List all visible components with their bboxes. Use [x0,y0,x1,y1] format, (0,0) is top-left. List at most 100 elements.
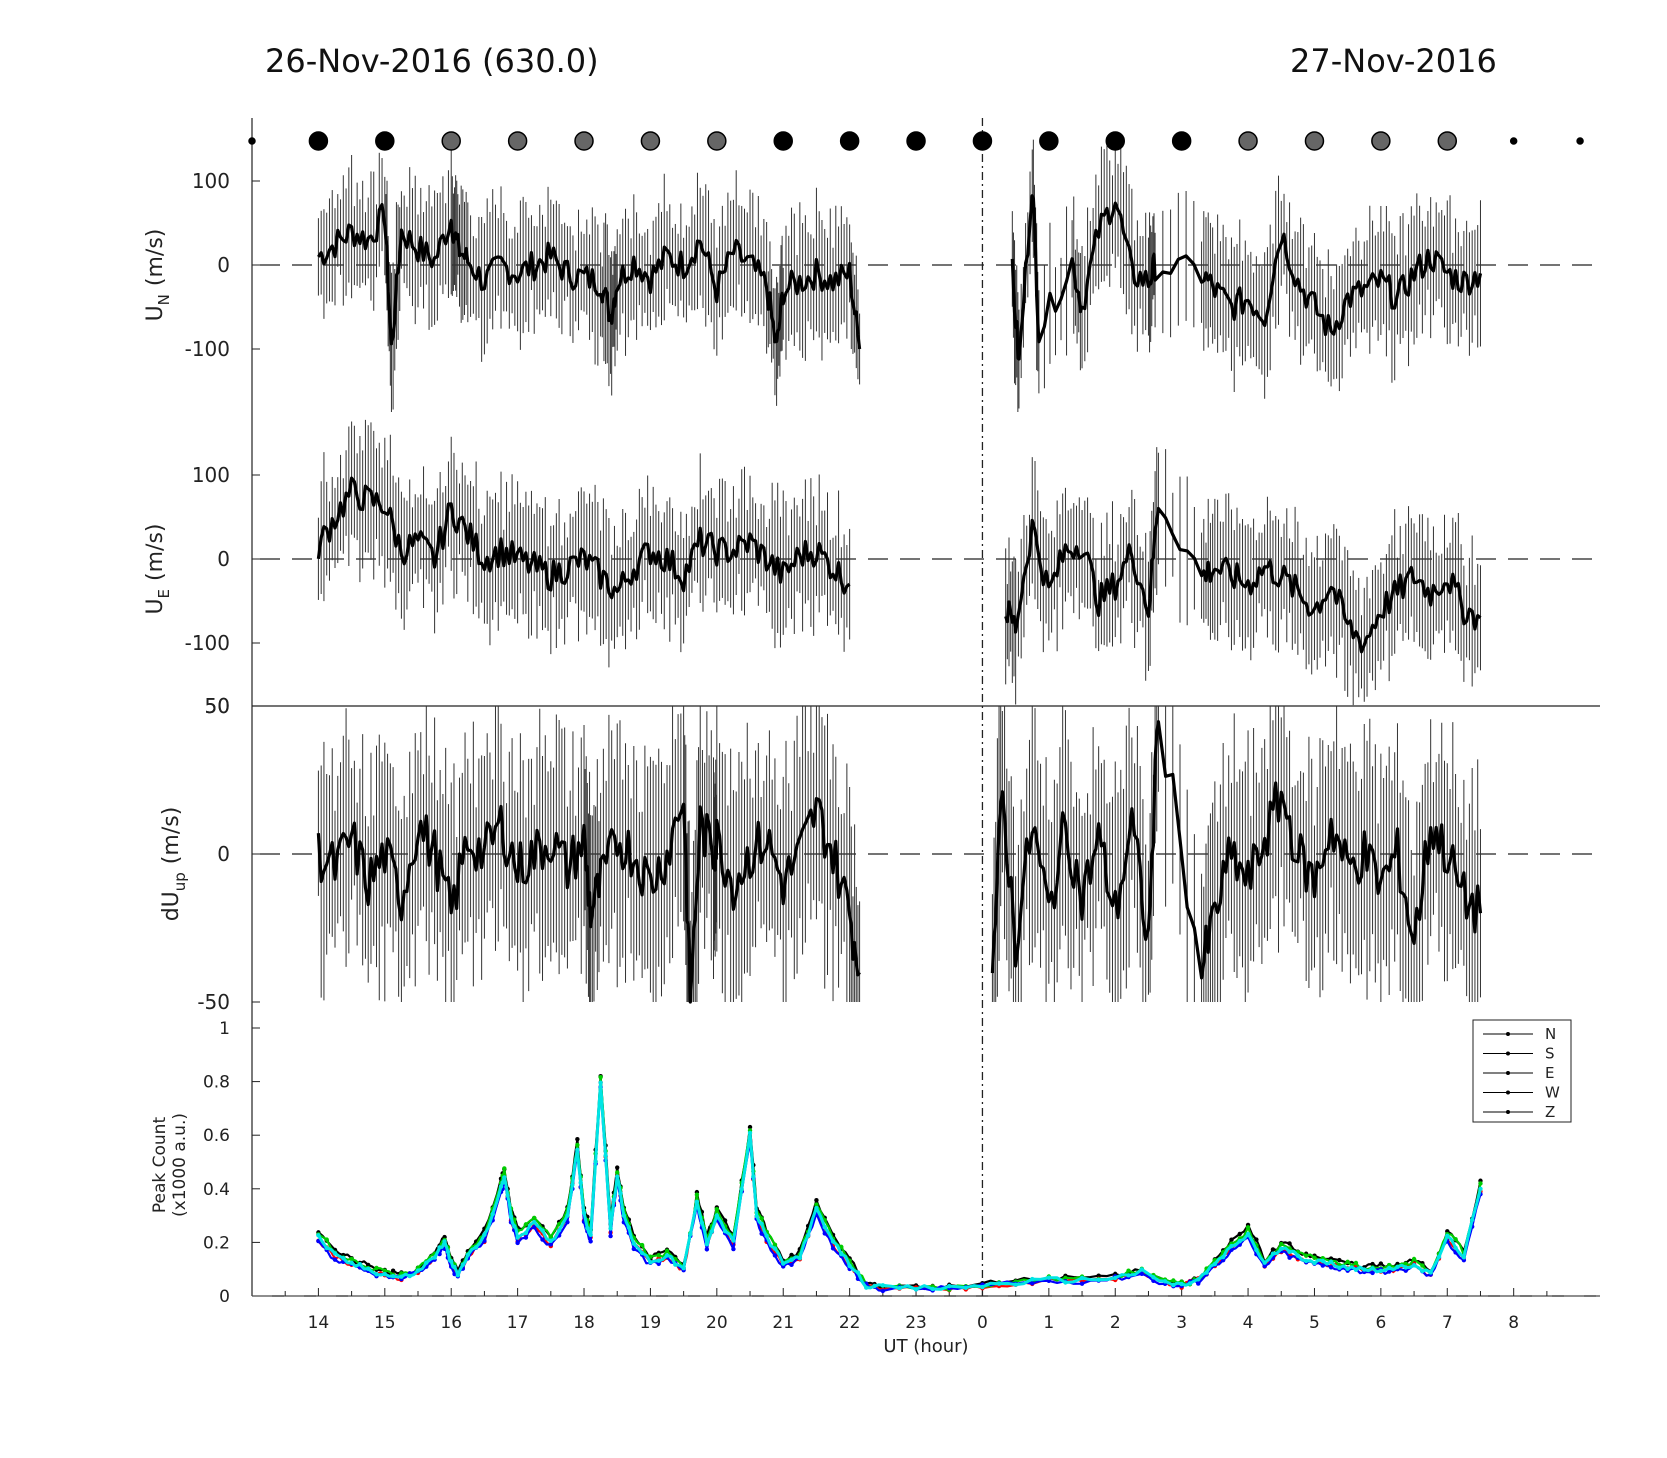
peak-series-W-point [515,1240,520,1246]
peak-series-Z-point [424,1260,429,1265]
peak-series-W-point [656,1261,661,1267]
peak-series-E-point [1171,1278,1176,1283]
peak-series-E-point [814,1202,819,1207]
x-tick-label: 16 [440,1313,462,1333]
peak-series-Z-point [437,1245,442,1250]
peak-series-E-point [1312,1255,1317,1260]
peak-series-Z-point [739,1187,744,1192]
peak-series-Z-point [1436,1254,1442,1260]
peak-series-Z-point [382,1271,388,1277]
y-axis-label: UE (m/s) [143,523,173,614]
peak-series-Z-point [1179,1281,1184,1287]
y-axis-label-line2: (x1000 a.u.) [170,1113,190,1217]
peak-series-Z-point [880,1283,886,1288]
peak-series-Z-point [1245,1231,1251,1237]
peak-series-Z-point [482,1232,487,1237]
peak-series-Z-point [709,1229,715,1234]
y-tick-label: -50 [197,990,230,1014]
peak-series-Z-point [996,1281,1002,1286]
peak-series-Z-point [1461,1255,1467,1260]
peak-series-W-point [332,1257,338,1262]
y-axis-label-unit: (m/s) [143,523,168,580]
y-axis-label: dUup (m/s) [159,807,189,922]
peak-series-Z-point [1237,1238,1242,1244]
peak-series-E-point [1063,1275,1068,1281]
peak-series-Z-point [374,1272,379,1277]
peak-series-N-point [1378,1261,1384,1266]
x-tick-label: 19 [640,1313,662,1333]
peak-series-E-point [1353,1260,1359,1266]
peak-series-E-point [556,1221,562,1227]
peak-series-E-point [772,1242,778,1247]
peak-series-N-point [814,1197,819,1203]
peak-series-Z-point [578,1180,583,1185]
peak-series-Z-point [455,1272,461,1278]
right-date-title: 27-Nov-2016 [1290,42,1497,80]
peak-series-W-point [822,1231,827,1236]
legend-marker [1506,1032,1510,1036]
legend-label: E [1545,1064,1554,1082]
peak-series-Z-point [1328,1259,1334,1265]
peak-series-E-point [523,1222,529,1227]
peak-series-W-point [789,1262,794,1268]
y-tick-label: 0.2 [203,1233,230,1253]
peak-series-Z-point [1320,1258,1325,1264]
peak-series-W-point [608,1233,613,1239]
peak-series-Z-point [316,1233,321,1238]
peak-series-Z-point [603,1153,608,1158]
peak-series-E-point [1453,1237,1458,1242]
peak-series-E-point [759,1216,764,1221]
peak-series-E-point [548,1234,554,1240]
peak-series-W-point [548,1242,554,1247]
top-marker [839,131,860,151]
peak-series-Z-point [1096,1277,1101,1282]
peak-series-Z-point [1126,1273,1131,1278]
peak-series-Z-point [789,1257,794,1263]
peak-series-Z-point [814,1205,819,1211]
peak-series-Z-point [570,1182,575,1187]
top-marker [308,131,329,151]
y-axis-label-subscript: up [171,872,189,891]
peak-series-Z-point [947,1283,952,1289]
peak-series-Z-point [1139,1267,1145,1272]
peak-series-Z-point [731,1238,736,1243]
peak-series-Z-point [913,1287,919,1292]
peak-series-E-point [575,1142,580,1148]
x-tick-label: 5 [1309,1313,1320,1333]
peak-series-N-point [789,1252,794,1258]
peak-series-Z-point [332,1251,338,1256]
peak-series-Z-point [1478,1186,1483,1192]
peak-series-Z-point [1337,1265,1342,1270]
peak-series-Z-point [781,1261,786,1266]
peak-series-Z-point [664,1253,670,1258]
peak-series-N-point [1270,1247,1276,1252]
peak-series-Z-point [722,1228,728,1234]
top-marker [906,131,926,151]
legend-label: S [1545,1045,1555,1063]
y-tick-label: -100 [185,631,230,655]
peak-series-W-point [1328,1265,1334,1270]
peak-series-W-point [830,1246,836,1251]
legend-label: W [1545,1084,1560,1102]
legend-marker [1506,1051,1510,1056]
peak-series-Z-point [764,1233,769,1239]
peak-series-Z-point [1079,1275,1085,1281]
x-axis-label: UT (hour) [883,1336,968,1357]
peak-series-W-point [1320,1263,1325,1268]
peak-series-W-point [482,1238,487,1244]
y-axis-label: UN (m/s) [143,229,173,322]
peak-series-Z-point [656,1258,661,1263]
peak-series-Z-point [830,1239,836,1244]
peak-series-W-point [565,1219,570,1225]
legend-label: N [1545,1025,1556,1043]
peak-series-Z-point [930,1286,935,1292]
peak-series-Z-point [1196,1277,1201,1282]
peak-series-Z-point [556,1228,562,1233]
peak-series-Z-point [797,1255,803,1261]
x-tick-label: 22 [839,1313,861,1333]
peak-series-Z-point [1378,1268,1384,1274]
peak-series-W-point [1403,1268,1408,1273]
peak-series-Z-line [317,1081,1482,1291]
peak-series-Z-point [515,1235,520,1240]
